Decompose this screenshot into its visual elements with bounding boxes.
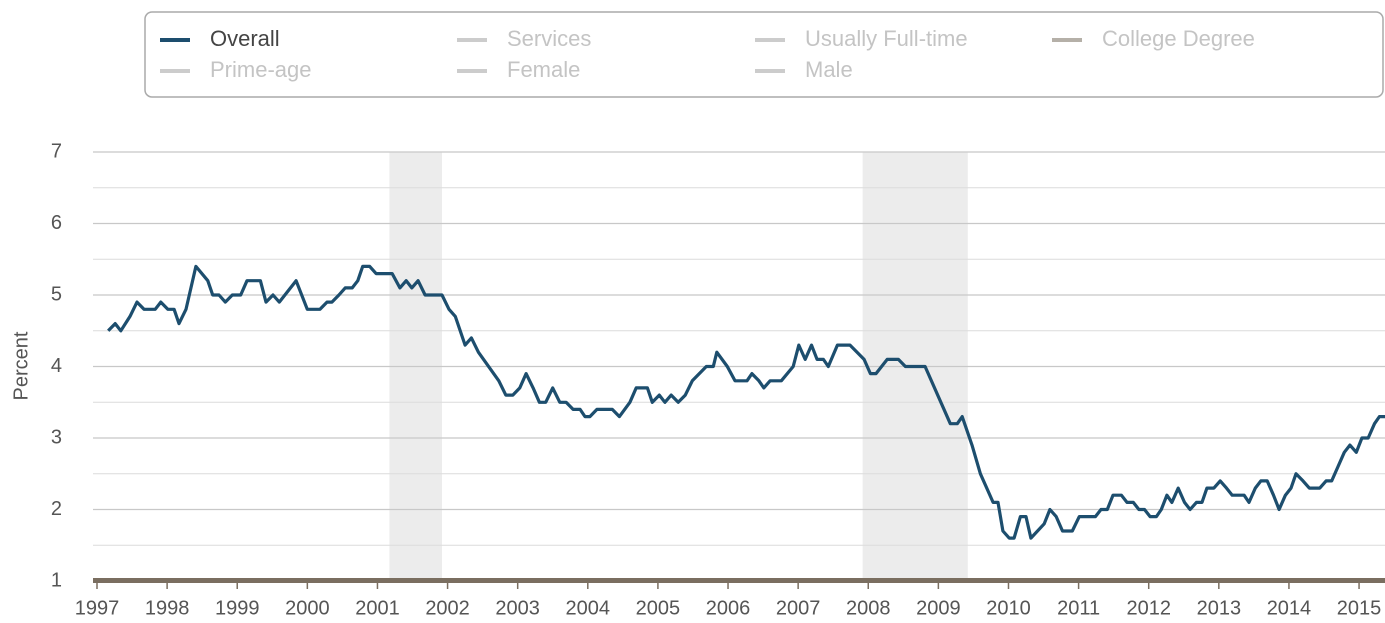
x-tick-label: 1998 (145, 597, 190, 619)
legend-label[interactable]: Prime-age (210, 57, 311, 82)
y-tick-label: 5 (51, 283, 62, 305)
y-tick-label: 1 (51, 569, 62, 591)
x-tick-label: 2001 (355, 597, 400, 619)
legend-label[interactable]: Services (507, 26, 591, 51)
x-tick-label: 2000 (285, 597, 330, 619)
legend-label[interactable]: College Degree (1102, 26, 1255, 51)
x-tick-label: 2013 (1197, 597, 1242, 619)
legend-box (144, 11, 1384, 98)
legend-label[interactable]: Female (507, 57, 580, 82)
legend-label[interactable]: Overall (210, 26, 280, 51)
x-tick-label: 2010 (986, 597, 1031, 619)
x-tick-label: 2007 (776, 597, 821, 619)
series-line (107, 264, 1385, 540)
x-tick-label: 1999 (215, 597, 260, 619)
x-tick-label: 1997 (75, 597, 120, 619)
x-tick-label: 2014 (1267, 597, 1312, 619)
legend-label[interactable]: Usually Full-time (805, 26, 968, 51)
x-tick-label: 2012 (1126, 597, 1171, 619)
x-tick-label: 2005 (636, 597, 681, 619)
x-tick-label: 2004 (566, 597, 611, 619)
x-tick-label: 2011 (1057, 597, 1100, 619)
y-axis-label: Percent (10, 331, 32, 400)
x-axis (93, 578, 1385, 583)
y-tick-label: 4 (51, 355, 62, 377)
y-tick-label: 6 (51, 212, 62, 234)
x-tick-label: 2009 (916, 597, 961, 619)
x-tick-label: 2006 (706, 597, 751, 619)
y-tick-label: 3 (51, 426, 62, 448)
legend-label[interactable]: Male (805, 57, 853, 82)
x-tick-label: 2008 (846, 597, 891, 619)
y-tick-label: 7 (51, 140, 62, 162)
x-tick-label: 2003 (495, 597, 540, 619)
x-tick-label: 2002 (425, 597, 470, 619)
x-tick-label: 2015 (1337, 597, 1382, 619)
y-tick-label: 2 (51, 498, 62, 520)
